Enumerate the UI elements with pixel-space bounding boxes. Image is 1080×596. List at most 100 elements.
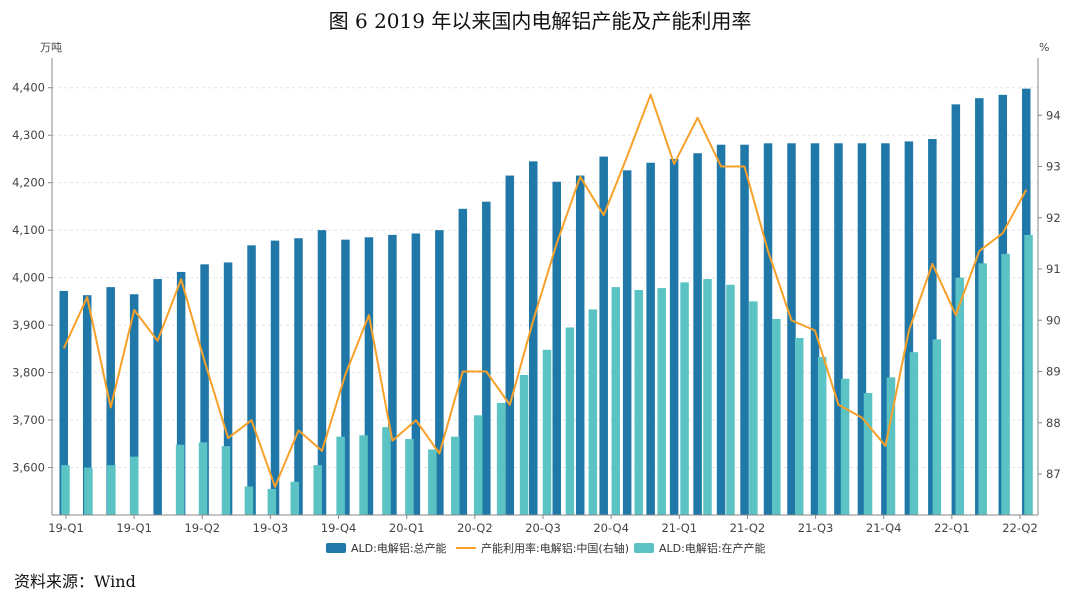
right-axis-unit: % — [1039, 41, 1049, 54]
right-axis-tick-label: 91 — [1046, 262, 1061, 276]
bar-operating-capacity — [909, 352, 919, 515]
legend-swatch — [634, 543, 654, 553]
bar-operating-capacity — [130, 456, 139, 515]
legend-swatch — [326, 543, 346, 553]
x-axis-tick-label: 19-Q1 — [48, 521, 84, 535]
right-axis-tick-label: 89 — [1046, 365, 1061, 379]
bar-total-capacity — [294, 238, 303, 515]
bar-operating-capacity — [428, 449, 437, 515]
bar-total-capacity — [575, 175, 585, 515]
bar-operating-capacity — [267, 488, 277, 515]
bar-operating-capacity — [794, 337, 804, 515]
bar-total-capacity — [928, 139, 937, 515]
left-axis-tick-label: 4,400 — [12, 81, 45, 95]
source-note: 资料来源：Wind — [14, 572, 136, 591]
bar-total-capacity — [82, 295, 92, 515]
bar-total-capacity — [223, 262, 233, 515]
x-axis-tick-label: 19-Q4 — [321, 521, 357, 535]
x-axis-tick-label: 19-Q3 — [253, 521, 289, 535]
x-axis-tick-label: 21-Q2 — [730, 521, 766, 535]
bar-total-capacity — [247, 245, 256, 515]
bar-operating-capacity — [955, 277, 964, 515]
legend-label: ALD:电解铝:总产能 — [351, 541, 447, 555]
left-axis-tick-label: 4,100 — [12, 223, 45, 237]
x-axis-tick-label: 20-Q3 — [525, 521, 561, 535]
bar-total-capacity — [763, 143, 773, 515]
bar-total-capacity — [599, 156, 608, 516]
left-axis-tick-label: 3,800 — [12, 366, 45, 380]
bar-total-capacity — [669, 158, 679, 515]
left-axis-tick-label: 3,700 — [12, 413, 45, 427]
figure-title: 图 6 2019 年以来国内电解铝产能及产能利用率 — [328, 9, 752, 33]
bar-total-capacity — [411, 233, 421, 515]
bar-total-capacity — [646, 162, 655, 515]
line-series — [62, 93, 1028, 488]
left-axis-tick-label: 4,200 — [12, 176, 45, 190]
bar-operating-capacity — [886, 377, 896, 515]
right-axis-tick-label: 90 — [1046, 313, 1061, 327]
bar-total-capacity — [622, 170, 632, 515]
line-utilization-rate — [62, 93, 1028, 488]
x-axis-tick-label: 22-Q1 — [934, 521, 970, 535]
bar-operating-capacity — [359, 435, 368, 515]
right-axis-tick-label: 93 — [1046, 160, 1061, 174]
bar-total-capacity — [810, 143, 820, 515]
bar-operating-capacity — [221, 446, 231, 515]
bar-total-capacity — [435, 230, 444, 515]
legend: ALD:电解铝:总产能 产能利用率:电解铝:中国(右轴) ALD:电解铝:在产产能 — [326, 541, 766, 555]
chart: 3,600 3,700 3,800 3,900 4,000 4,100 4,200 4,300… — [12, 41, 1061, 555]
bar-total-capacity — [505, 175, 515, 515]
x-axis-tick-label: 22-Q2 — [1002, 521, 1038, 535]
bar-operating-capacity — [565, 327, 575, 515]
bar-operating-capacity — [175, 444, 185, 515]
bar-operating-capacity — [336, 436, 345, 515]
bar-operating-capacity — [863, 392, 873, 515]
left-axis-tick-label: 3,600 — [12, 461, 45, 475]
x-axis-tick-label: 20-Q1 — [389, 521, 425, 535]
bar-operating-capacity — [932, 339, 942, 515]
bar-total-capacity — [857, 143, 867, 515]
bar-total-capacity — [740, 144, 749, 515]
x-axis-tick-label: 19-Q2 — [184, 521, 220, 535]
bar-operating-capacity — [657, 288, 666, 515]
bar-operating-capacity — [634, 289, 643, 515]
right-axis-tick-label: 88 — [1046, 416, 1061, 430]
right-axis-tick-label: 92 — [1046, 211, 1061, 225]
bar-total-capacity — [364, 237, 374, 516]
bar-operating-capacity — [772, 318, 781, 515]
bar-total-capacity — [693, 153, 702, 515]
left-axis-tick-label: 3,900 — [12, 318, 45, 332]
x-axis-tick-label: 21-Q3 — [798, 521, 834, 535]
bar-total-capacity — [106, 287, 115, 515]
legend-label: 产能利用率:电解铝:中国(右轴) — [481, 541, 629, 555]
x-axis-tick-label: 21-Q4 — [866, 521, 902, 535]
bar-operating-capacity — [978, 263, 987, 515]
bar-operating-capacity — [519, 374, 529, 515]
bar-total-capacity — [59, 290, 68, 515]
bar-operating-capacity — [817, 356, 827, 515]
left-axis-tick-label: 4,300 — [12, 128, 45, 142]
bar-operating-capacity — [382, 427, 391, 515]
bar-operating-capacity — [290, 481, 300, 515]
bar-operating-capacity — [61, 465, 70, 515]
bar-operating-capacity — [84, 467, 93, 515]
x-axis-tick-label: 21-Q1 — [661, 521, 697, 535]
bar-operating-capacity — [703, 279, 712, 515]
right-axis-tick-label: 87 — [1046, 467, 1061, 481]
bar-total-capacity — [716, 144, 726, 515]
right-axis-tick-label: 94 — [1046, 108, 1061, 122]
bar-operating-capacity — [473, 415, 483, 515]
left-axis-unit: 万吨 — [40, 41, 62, 54]
bar-total-capacity — [153, 279, 162, 515]
bar-operating-capacity — [198, 442, 208, 515]
bar-total-capacity — [270, 240, 280, 515]
bar-operating-capacity — [1001, 253, 1010, 516]
bar-operating-capacity — [726, 284, 735, 515]
bar-total-capacity — [176, 271, 186, 515]
bar-operating-capacity — [107, 465, 116, 515]
bar-operating-capacity — [313, 465, 322, 515]
x-axis-tick-label: 20-Q4 — [593, 521, 629, 535]
bar-series — [59, 88, 1033, 516]
bar-total-capacity — [881, 143, 890, 515]
bar-total-capacity — [529, 161, 538, 515]
